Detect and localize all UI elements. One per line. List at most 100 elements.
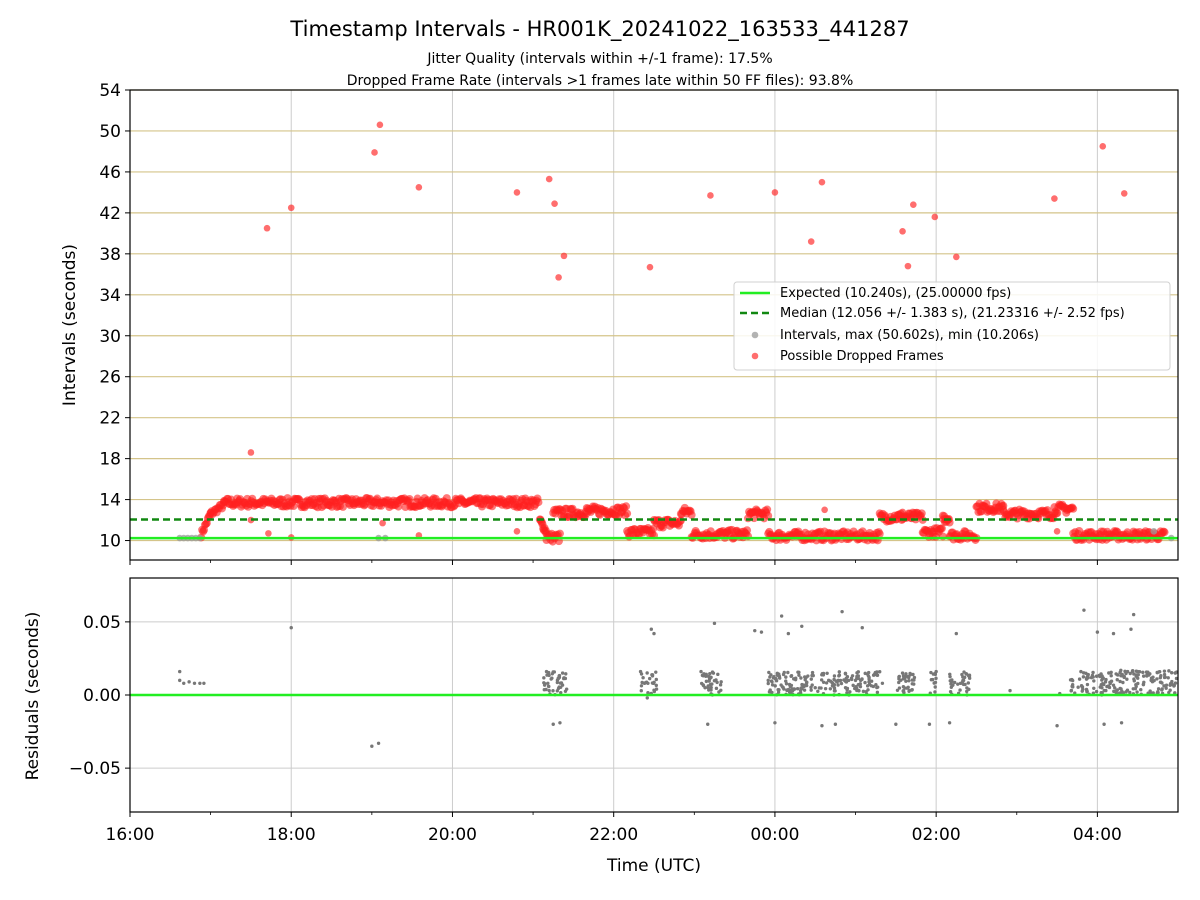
- residual-point: [843, 685, 848, 690]
- residual-point: [773, 721, 777, 725]
- residual-point: [790, 687, 795, 691]
- residual-point: [1070, 683, 1075, 687]
- dropped-frame-point: [646, 263, 654, 271]
- residual-point: [800, 624, 804, 628]
- residual-point: [1085, 690, 1089, 694]
- residual-point: [794, 676, 798, 680]
- residual-point: [903, 686, 907, 690]
- residual-point: [878, 670, 882, 674]
- intervals-ytick-label: 22: [99, 409, 121, 429]
- residual-point: [1160, 688, 1164, 692]
- residual-point: [832, 683, 837, 687]
- residual-point: [867, 680, 871, 684]
- residual-point: [1141, 670, 1145, 675]
- legend-dropped-label: Possible Dropped Frames: [780, 349, 944, 364]
- dropped-frame-point: [555, 529, 564, 538]
- residual-point: [1114, 672, 1118, 676]
- residual-point: [958, 688, 962, 692]
- residual-point: [703, 685, 707, 690]
- dropped-frame-point: [1099, 143, 1107, 150]
- residual-point: [1162, 669, 1167, 673]
- chart-subtitle-dropped: Dropped Frame Rate (intervals >1 frames …: [347, 73, 854, 89]
- residual-point: [707, 679, 711, 683]
- residual-point: [543, 682, 547, 686]
- dropped-frame-point: [1120, 190, 1128, 197]
- residual-point: [875, 690, 880, 695]
- residual-point: [849, 676, 854, 680]
- residual-point: [832, 677, 836, 682]
- residual-point: [559, 681, 564, 685]
- residual-point: [1107, 671, 1111, 675]
- residual-point: [1132, 672, 1136, 676]
- residual-point: [559, 690, 563, 695]
- residual-point: [802, 688, 807, 692]
- residual-point: [1079, 684, 1084, 688]
- residual-point: [1103, 680, 1108, 684]
- residual-point: [710, 670, 715, 674]
- intervals-ytick-label: 18: [99, 450, 121, 470]
- dropped-frame-point: [247, 449, 255, 456]
- dropped-frame-point: [265, 530, 272, 537]
- residual-point: [1070, 678, 1075, 683]
- residual-point: [704, 679, 709, 684]
- residual-point: [837, 670, 842, 674]
- residual-point: [1170, 679, 1174, 684]
- residual-point: [1107, 685, 1112, 690]
- residual-point: [904, 679, 908, 683]
- residual-point: [904, 672, 908, 676]
- dropped-frame-point: [937, 524, 946, 533]
- dropped-frame-point: [289, 501, 298, 510]
- residual-point: [1082, 608, 1086, 612]
- residual-point: [1164, 683, 1169, 687]
- intervals-ytick-label: 54: [99, 81, 121, 101]
- residual-point: [861, 689, 866, 694]
- residual-point: [1152, 678, 1156, 683]
- dropped-frame-point: [821, 506, 828, 514]
- dropped-frame-point: [771, 189, 779, 196]
- residual-point: [709, 688, 713, 692]
- residual-point: [560, 671, 565, 675]
- residual-point: [786, 687, 791, 692]
- residual-point: [813, 685, 817, 690]
- residual-point: [547, 684, 551, 689]
- residual-point: [547, 673, 551, 678]
- intervals-ytick-label: 10: [99, 532, 121, 552]
- dropped-frame-point: [545, 175, 553, 183]
- residual-point: [770, 680, 774, 684]
- residual-point: [753, 628, 757, 633]
- intervals-marks: [130, 121, 1178, 546]
- dropped-frame-point: [287, 204, 295, 212]
- residual-point: [800, 685, 804, 690]
- residual-point: [854, 685, 858, 689]
- residual-point: [934, 669, 938, 674]
- intervals-ytick-label: 26: [99, 368, 121, 388]
- residual-point: [1166, 676, 1170, 680]
- residual-point: [1100, 686, 1104, 690]
- residual-point: [961, 678, 965, 683]
- residual-point: [1156, 687, 1161, 691]
- dropped-frame-point: [743, 526, 752, 535]
- residual-point: [784, 675, 788, 679]
- residual-point: [823, 686, 828, 691]
- residual-point: [929, 678, 934, 682]
- residual-point: [770, 683, 775, 687]
- residual-point: [1095, 630, 1100, 634]
- dropped-frame-point: [649, 524, 658, 533]
- residuals-ylabel: Residuals (seconds): [23, 612, 43, 781]
- residual-point: [718, 683, 723, 687]
- residual-point: [856, 676, 861, 681]
- residual-point: [1159, 674, 1163, 678]
- residual-point: [1111, 683, 1116, 687]
- residual-point: [805, 680, 809, 684]
- residual-point: [1119, 721, 1124, 725]
- residual-point: [370, 744, 374, 748]
- residual-point: [1102, 722, 1106, 726]
- residual-point: [1118, 679, 1122, 684]
- residual-point: [833, 722, 838, 726]
- intervals-ytick-label: 14: [99, 491, 121, 511]
- residual-point: [767, 670, 771, 675]
- residual-point: [1115, 678, 1119, 682]
- residual-point: [1119, 668, 1123, 673]
- residual-point: [824, 681, 829, 685]
- residual-point: [652, 689, 657, 694]
